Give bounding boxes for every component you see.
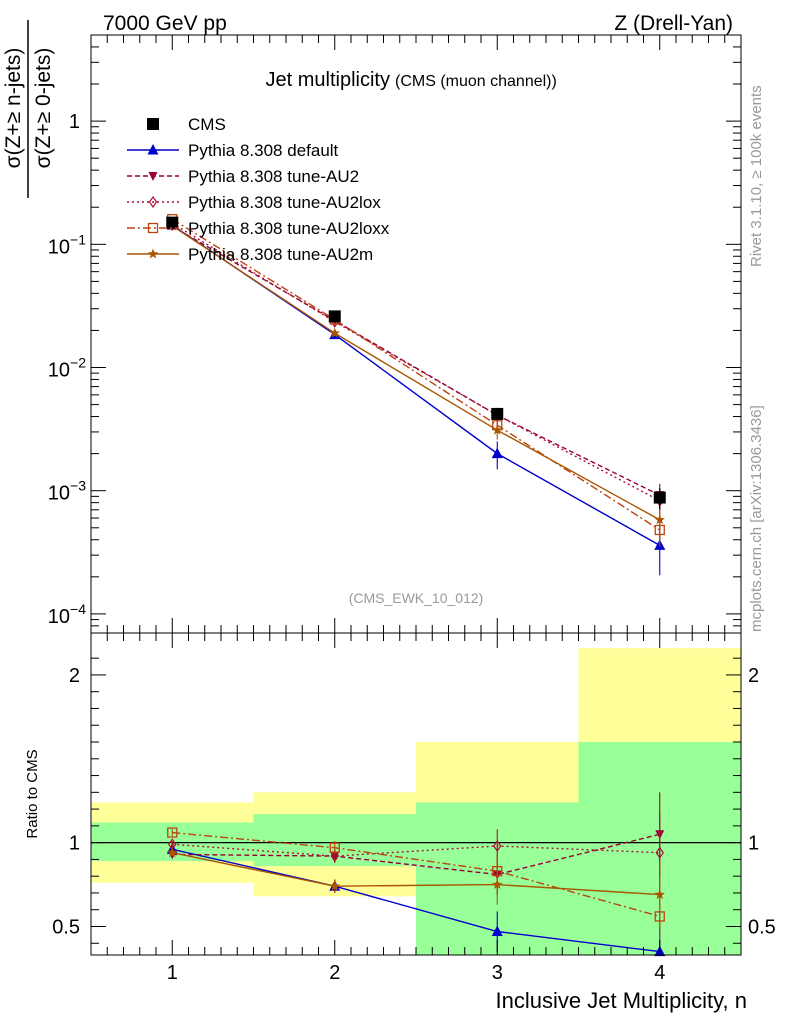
- series-point: [654, 514, 665, 525]
- series-point: [491, 447, 503, 459]
- legend: CMS Pythia 8.308 default Pythia 8.308 tune…: [127, 115, 390, 264]
- series-line: [171, 222, 661, 502]
- ratio-point: [167, 827, 178, 838]
- series-line: [171, 225, 661, 521]
- series-line: [171, 218, 661, 531]
- x-tick-label: 2: [329, 962, 340, 984]
- ratio-series-line: [172, 831, 660, 918]
- legend-label: Pythia 8.308 default: [188, 141, 339, 160]
- legend-marker: [147, 248, 159, 259]
- data-point: [653, 491, 666, 504]
- ratio-point: [654, 889, 665, 900]
- series-point: [492, 424, 503, 435]
- legend-label: CMS: [188, 115, 226, 134]
- ratio-series-line: [172, 852, 660, 896]
- series-point: [329, 327, 340, 338]
- y-axis-label-numerator: σ(Z+≥ n-jets): [2, 48, 25, 169]
- analysis-tag: (CMS_EWK_10_012): [349, 590, 484, 606]
- ratio-point: [492, 879, 503, 890]
- y-tick-label: 1: [69, 111, 80, 133]
- legend-label: Pythia 8.308 tune-AU2loxx: [188, 219, 390, 238]
- ratio-tick-label-left: 1: [69, 833, 80, 855]
- ratio-point: [493, 839, 502, 853]
- x-axis-label: Inclusive Jet Multiplicity, n: [496, 988, 747, 1013]
- header-left-label: 7000 GeV pp: [103, 12, 227, 35]
- ratio-point: [167, 847, 178, 858]
- ratio-point: [655, 846, 664, 859]
- legend-marker: [147, 222, 159, 234]
- y-axis-label: σ(Z+≥ n-jets) σ(Z+≥ 0-jets): [2, 20, 55, 198]
- ratio-point: [329, 842, 340, 853]
- ratio-point: [491, 925, 503, 937]
- rivet-label: Rivet 3.1.10, ≥ 100k events: [748, 85, 765, 267]
- series-line: [171, 224, 661, 547]
- ratio-y-axis-label: Ratio to CMS: [24, 749, 41, 838]
- y-tick-label: 10−4: [48, 601, 86, 628]
- data-point: [491, 407, 504, 420]
- ratio-series-line: [172, 843, 660, 857]
- ratio-panel: 0.5 0.5 1 1 2 2 1 2 3 4 Ratio to CMS: [24, 632, 776, 984]
- legend-label: Pythia 8.308 tune-AU2lox: [188, 193, 381, 212]
- data-point: [328, 310, 341, 323]
- ratio-point: [329, 880, 340, 891]
- series-line: [171, 225, 661, 496]
- y-tick-label: 10−3: [48, 478, 86, 505]
- ratio-series-line: [172, 848, 660, 953]
- y-tick-label: 10−2: [48, 355, 86, 382]
- y-axis-label-denominator: σ(Z+≥ 0-jets): [32, 48, 55, 169]
- ratio-point: [330, 850, 339, 863]
- legend-marker: [148, 195, 158, 209]
- legend-marker: [148, 172, 158, 181]
- ratio-tick-label-right: 1: [748, 833, 759, 855]
- ratio-tick-label-right: 0.5: [748, 916, 776, 938]
- legend-label: Pythia 8.308 tune-AU2m: [188, 245, 373, 264]
- y-tick-label: 10−1: [48, 231, 86, 258]
- ratio-tick-label-left: 0.5: [52, 916, 80, 938]
- data-point: [166, 216, 179, 229]
- x-tick-label: 3: [492, 962, 503, 984]
- header-right-label: Z (Drell-Yan): [614, 12, 733, 35]
- x-tick-label: 1: [167, 962, 178, 984]
- legend-marker: [147, 118, 159, 130]
- mcplots-label: mcplots.cern.ch [arXiv:1306.3436]: [748, 405, 765, 632]
- ratio-tick-label-left: 2: [69, 665, 80, 687]
- ratio-tick-label-right: 2: [748, 665, 759, 687]
- x-tick-label: 4: [654, 962, 665, 984]
- legend-label: Pythia 8.308 tune-AU2: [188, 167, 359, 186]
- chart-subtitle: (CMS (muon channel)): [395, 73, 557, 90]
- main-panel: 1 10−1 10−2 10−3 10−4 Jet multiplicity (CMS …: [48, 34, 742, 634]
- legend-marker: [147, 144, 159, 155]
- ratio-series-line: [172, 833, 660, 876]
- chart-title: Jet multiplicity: [266, 69, 390, 91]
